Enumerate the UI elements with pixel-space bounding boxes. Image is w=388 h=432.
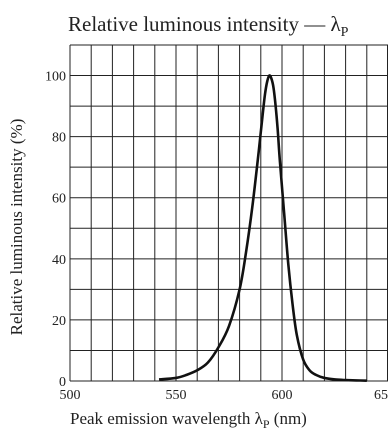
x-tick-label: 65 [374,388,388,403]
y-tick-label: 40 [52,253,66,268]
x-tick-label: 500 [60,388,81,403]
tick-labels: 0 20 40 60 80 100 500 550 600 65 [45,70,388,403]
y-axis-label: Relative luminous intensity (%) [7,119,26,336]
grid [69,44,388,382]
y-tick-label: 0 [59,375,66,390]
series-line [158,74,367,382]
y-tick-label: 100 [45,70,66,85]
chart-title: Relative luminous intensity — λP [68,12,349,40]
y-tick-label: 80 [52,131,66,146]
x-tick-label: 600 [272,388,293,403]
y-tick-label: 20 [52,314,66,329]
x-axis-label: Peak emission wavelength λP (nm) [70,409,307,431]
x-tick-label: 550 [166,388,187,403]
data-lines [158,74,367,382]
y-tick-label: 60 [52,192,66,207]
